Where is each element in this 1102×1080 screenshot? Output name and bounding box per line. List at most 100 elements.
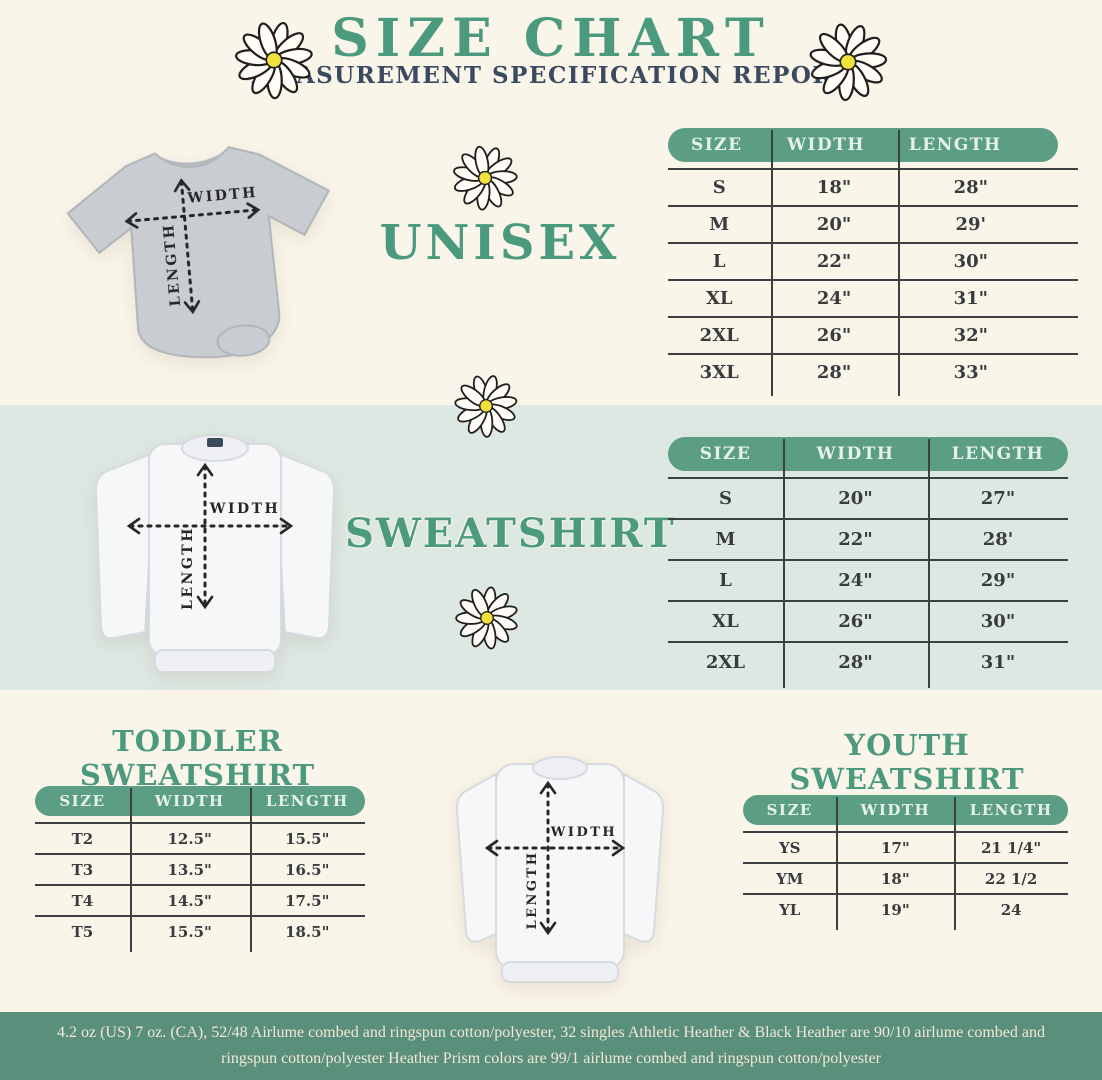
table-cell: 17.5" [285,891,330,910]
table-cell: 18.5" [285,922,330,941]
column-header: LENGTH [969,801,1053,819]
table-cell: 29' [955,214,987,235]
section-title-toddler: TODDLER SWEATSHIRT [79,724,316,792]
table-row: T3 13.5" 16.5" [35,853,365,884]
table-cell: 30" [980,611,1016,632]
table-cell: 12.5" [167,829,212,848]
table-row: L 24" 29" [668,559,1068,600]
table-cell: YL [779,900,801,919]
table-row: L 22" 30" [668,242,1078,279]
table-cell: L [712,251,726,272]
table-row: 2XL 28" 31" [668,641,1068,682]
table-row: S 18" 28" [668,168,1078,205]
toddler-size-table: SIZE WIDTH LENGTH T2 12.5" 15.5" T3 13.5" 16.5" T… [35,786,365,952]
table-cell: 22" [838,529,873,550]
table-cell: T2 [71,829,94,848]
column-header: WIDTH [816,444,895,464]
table-cell: T5 [71,922,94,941]
table-cell: 32" [953,325,988,346]
table-cell: 3XL [699,362,739,383]
table-header-row: SIZE WIDTH LENGTH [743,795,1068,825]
table-row: YS 17" 21 1/4" [743,831,1068,862]
daisy-icon [450,143,520,213]
daisy-icon [232,18,316,102]
daisy-icon [806,20,890,104]
table-cell: T4 [71,891,94,910]
page-subtitle: MEASUREMENT SPECIFICATION REPORT [250,62,852,89]
table-header-row: SIZE WIDTH LENGTH [35,786,365,816]
table-cell: 22" [816,251,852,272]
table-row: M 20" 29' [668,205,1078,242]
table-row: 2XL 26" 32" [668,316,1078,353]
column-header: WIDTH [154,792,225,810]
table-row: M 22" 28' [668,518,1068,559]
table-cell: 18" [816,177,852,198]
table-cell: 22 1/2 [984,869,1038,888]
column-header: WIDTH [786,135,865,155]
column-header: LENGTH [951,444,1045,464]
table-cell: 2XL [705,652,746,673]
column-header: LENGTH [908,135,1002,155]
width-label: WIDTH [186,185,259,207]
table-cell: 27" [980,488,1016,509]
table-cell: M [715,529,736,550]
table-cell: 20" [838,488,873,509]
table-cell: 28" [816,362,852,383]
table-cell: 24" [816,288,852,309]
table-row: T2 12.5" 15.5" [35,822,365,853]
section-title-unisex: UNISEX [379,215,621,271]
table-row: S 20" 27" [668,477,1068,518]
fabric-info-line2: ringspun cotton/polyester Heather Prism … [221,1050,881,1067]
table-row: XL 24" 31" [668,279,1078,316]
sweatshirt-size-table: SIZE WIDTH LENGTH S 20" 27" M 22" 28' L 24" 29" XL 26… [668,437,1068,688]
table-cell: 24" [838,570,873,591]
table-cell: 28" [953,177,988,198]
table-row: XL 26" 30" [668,600,1068,641]
page-title: SIZE CHART [331,8,771,69]
table-cell: 21 1/4" [980,838,1042,857]
fabric-info-text: 4.2 oz (US) 7 oz. (CA), 52/48 Airlume co… [46,1020,1056,1073]
column-header: WIDTH [860,801,931,819]
table-cell: 2XL [699,325,739,346]
fabric-info-line1: 4.2 oz (US) 7 oz. (CA), 52/48 Airlume co… [57,1023,1045,1041]
column-header: SIZE [690,135,743,155]
column-header: SIZE [699,444,752,464]
table-cell: S [712,177,726,198]
section-title-youth: YOUTH SWEATSHIRT [789,728,1025,796]
table-cell: 24 [1000,900,1022,919]
fabric-info-footer: 4.2 oz (US) 7 oz. (CA), 52/48 Airlume co… [0,1012,1102,1080]
table-cell: XL [712,611,739,632]
table-cell: 28' [982,529,1014,550]
table-cell: 13.5" [167,860,212,879]
length-label: LENGTH [161,222,184,307]
table-cell: 28" [838,652,873,673]
unisex-size-table: SIZE WIDTH LENGTH S 18" 28" M 20" 29' L 22" 30" XL 24… [668,128,1078,396]
table-cell: 33" [953,362,988,383]
table-cell: 31" [980,652,1016,673]
table-cell: YM [776,869,804,888]
length-label: LENGTH [180,526,196,610]
table-cell: S [719,488,732,509]
table-row: T5 15.5" 18.5" [35,915,365,946]
table-row: YL 19" 24 [743,893,1068,924]
youth-size-table: SIZE WIDTH LENGTH YS 17" 21 1/4" YM 18" 22 1/2 YL… [743,795,1068,930]
table-cell: 15.5" [285,829,330,848]
table-cell: 14.5" [167,891,212,910]
length-label: LENGTH [525,851,540,930]
table-cell: 17" [880,838,910,857]
table-cell: 31" [953,288,988,309]
table-cell: 20" [816,214,852,235]
table-cell: 18" [880,869,910,888]
section-title-sweatshirt: SWEATSHIRT [345,510,676,557]
table-cell: YS [778,838,801,857]
column-header: LENGTH [265,792,349,810]
column-header: SIZE [766,801,813,819]
kids-sweatshirt-image: WIDTH LENGTH [455,756,665,983]
table-row: YM 18" 22 1/2 [743,862,1068,893]
neck-tag [207,438,223,447]
daisy-icon [453,584,521,652]
table-row: T4 14.5" 17.5" [35,884,365,915]
width-label: WIDTH [550,825,617,840]
table-cell: T3 [71,860,94,879]
width-label: WIDTH [209,501,281,517]
